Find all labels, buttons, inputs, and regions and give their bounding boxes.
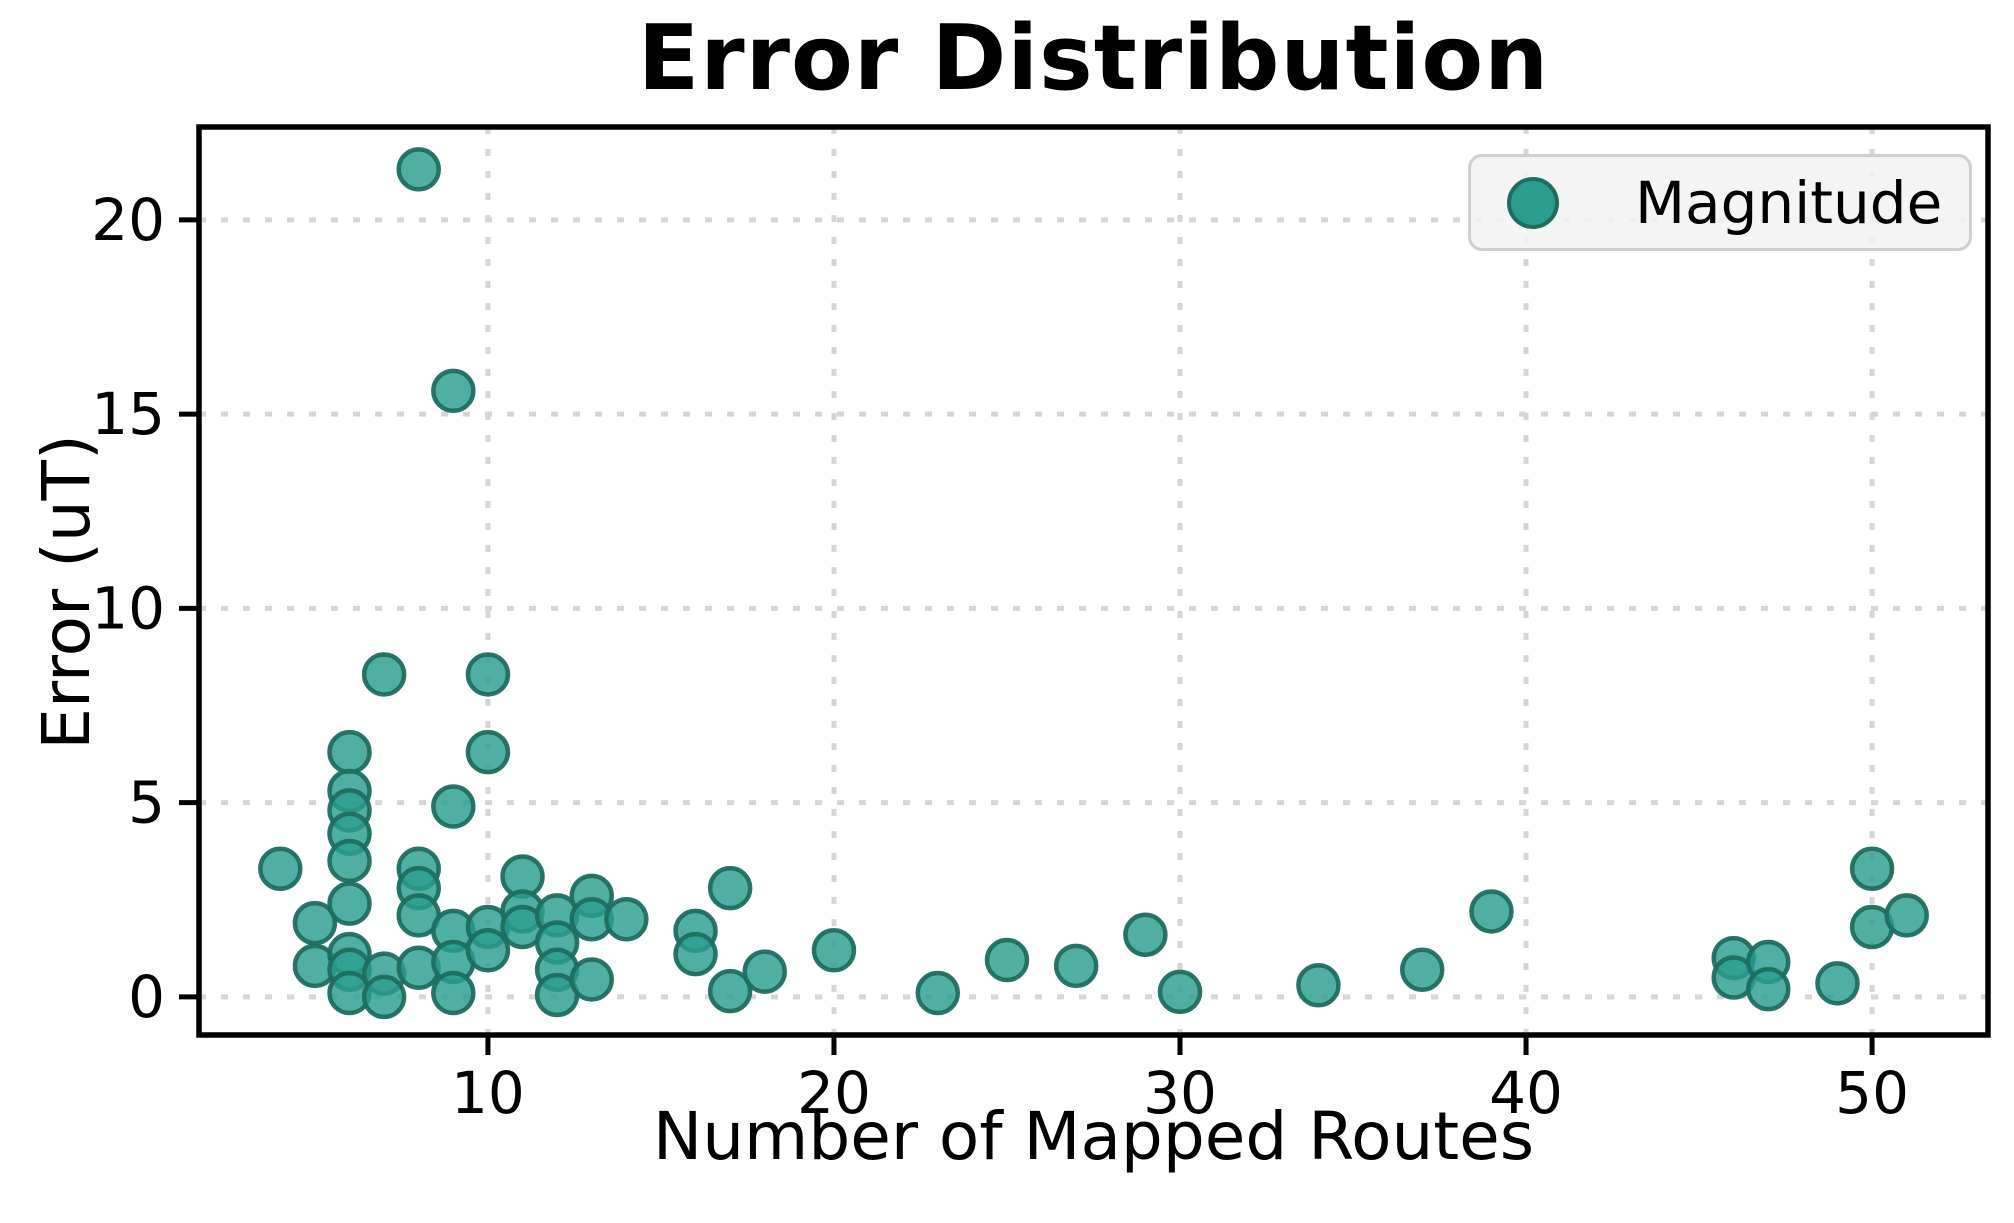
y-tick-label: 20 [91, 186, 165, 254]
scatter-point [984, 937, 1030, 983]
scatter-point [327, 881, 372, 926]
x-tick-label: 20 [797, 1059, 871, 1127]
scatter-point [673, 931, 718, 977]
y-axis-label: Error (uT) [28, 434, 105, 750]
scatter-point [604, 896, 649, 942]
magnitude-marker-icon [1507, 176, 1559, 229]
scatter-point [1296, 963, 1341, 1008]
scatter-point [465, 928, 511, 973]
axes-frame [196, 124, 1991, 1038]
scatter-point [361, 652, 407, 697]
scatter-point [327, 729, 372, 775]
y-tick-label: 10 [91, 574, 165, 642]
scatter-point [431, 368, 476, 414]
scatter-point [742, 949, 788, 994]
chart-title: Error Distribution [637, 6, 1550, 111]
scatter-point [431, 970, 476, 1016]
scatter-point [1469, 889, 1514, 934]
scatter-point [465, 652, 511, 697]
scatter-point [1746, 966, 1791, 1012]
scatter-point [811, 928, 857, 973]
scatter-point [361, 974, 407, 1020]
scatter-point [1399, 947, 1445, 992]
scatter-point [915, 970, 961, 1016]
legend: Magnitude [1468, 154, 1972, 251]
scatter-point [465, 729, 511, 775]
scatter-point [569, 957, 614, 1002]
scatter-point [258, 846, 303, 891]
scatter-point [1884, 893, 1929, 938]
scatter-point [707, 865, 753, 911]
scatter-point [396, 147, 441, 192]
scatter-point [1815, 961, 1860, 1006]
scatter-point [431, 784, 476, 829]
scatter-point [292, 900, 338, 946]
y-tick-label: 15 [91, 380, 165, 448]
scatter-point [327, 838, 372, 884]
x-tick-label: 50 [1835, 1059, 1909, 1127]
x-tick-label: 10 [451, 1059, 525, 1127]
scatter-point [1157, 969, 1203, 1015]
x-tick-label: 40 [1489, 1059, 1563, 1127]
scatter-point [1123, 912, 1168, 958]
x-tick-label: 30 [1143, 1059, 1217, 1127]
scatter-point [1053, 943, 1099, 989]
y-tick-label: 0 [128, 963, 165, 1031]
scatter-point [707, 968, 753, 1014]
legend-label: Magnitude [1635, 168, 1943, 237]
y-tick-label: 5 [128, 769, 165, 837]
scatter-point [1849, 846, 1895, 891]
x-axis-label: Number of Mapped Routes [652, 1098, 1535, 1175]
